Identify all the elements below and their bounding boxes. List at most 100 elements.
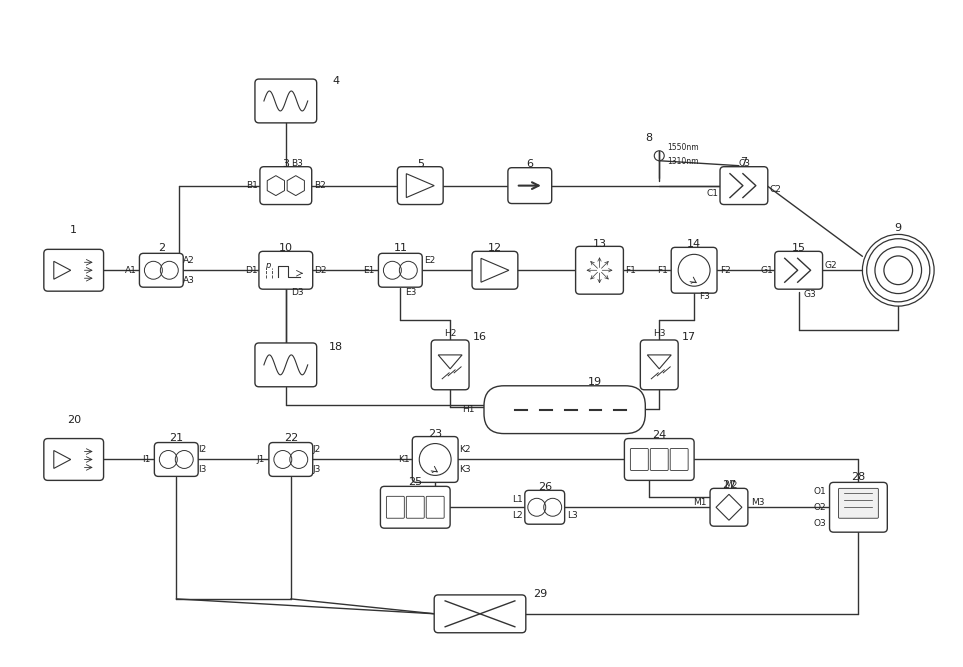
FancyBboxPatch shape <box>631 448 648 470</box>
Text: 1: 1 <box>70 225 77 235</box>
Text: 16: 16 <box>473 332 487 342</box>
FancyBboxPatch shape <box>398 167 443 205</box>
FancyBboxPatch shape <box>720 167 768 205</box>
FancyBboxPatch shape <box>44 249 104 291</box>
Text: p: p <box>265 261 271 269</box>
Text: 26: 26 <box>537 482 552 492</box>
FancyBboxPatch shape <box>650 448 668 470</box>
Text: O1: O1 <box>814 487 826 496</box>
Text: F3: F3 <box>699 291 710 301</box>
Text: I3: I3 <box>198 465 206 474</box>
Text: 13: 13 <box>592 239 607 249</box>
Text: 18: 18 <box>328 342 343 352</box>
FancyBboxPatch shape <box>829 482 887 532</box>
Text: I1: I1 <box>142 455 150 464</box>
Text: L2: L2 <box>512 511 523 520</box>
FancyBboxPatch shape <box>640 340 678 390</box>
FancyBboxPatch shape <box>44 439 104 480</box>
Text: 2: 2 <box>158 243 165 253</box>
Text: E3: E3 <box>405 287 417 297</box>
Text: B1: B1 <box>247 181 258 190</box>
Text: 3: 3 <box>282 159 289 169</box>
Text: K2: K2 <box>459 445 471 454</box>
Text: F2: F2 <box>720 265 731 275</box>
Text: F1: F1 <box>625 265 637 275</box>
FancyBboxPatch shape <box>380 486 450 528</box>
Text: 28: 28 <box>851 472 866 482</box>
Text: 6: 6 <box>527 159 534 169</box>
Text: G2: G2 <box>824 261 837 269</box>
Text: A3: A3 <box>183 275 195 285</box>
Text: 27: 27 <box>722 480 736 490</box>
Text: 5: 5 <box>417 159 424 169</box>
Text: 17: 17 <box>682 332 696 342</box>
Text: 10: 10 <box>279 243 293 253</box>
Text: C1: C1 <box>706 189 718 198</box>
Text: 8: 8 <box>646 133 653 143</box>
FancyBboxPatch shape <box>525 490 564 524</box>
FancyBboxPatch shape <box>670 448 689 470</box>
Text: D2: D2 <box>314 265 326 275</box>
Text: 20: 20 <box>66 415 81 425</box>
Text: L1: L1 <box>512 495 523 504</box>
Text: 1310nm: 1310nm <box>667 157 699 166</box>
Text: 11: 11 <box>393 243 407 253</box>
Text: K1: K1 <box>398 455 409 464</box>
Text: H3: H3 <box>653 329 665 338</box>
Text: 1550nm: 1550nm <box>667 143 699 152</box>
FancyBboxPatch shape <box>154 442 198 476</box>
FancyBboxPatch shape <box>434 595 526 633</box>
Text: 25: 25 <box>408 478 423 488</box>
Text: B2: B2 <box>314 181 325 190</box>
Text: 22: 22 <box>284 433 298 443</box>
Text: M3: M3 <box>751 498 765 507</box>
Text: H1: H1 <box>462 405 475 414</box>
FancyBboxPatch shape <box>260 167 312 205</box>
Text: 21: 21 <box>169 433 183 443</box>
Text: D3: D3 <box>291 287 303 297</box>
FancyBboxPatch shape <box>255 79 317 123</box>
Text: J3: J3 <box>313 465 321 474</box>
Text: M1: M1 <box>693 498 707 507</box>
Text: B3: B3 <box>291 159 302 168</box>
FancyBboxPatch shape <box>412 437 458 482</box>
FancyBboxPatch shape <box>508 167 552 203</box>
FancyBboxPatch shape <box>576 246 623 294</box>
FancyBboxPatch shape <box>472 251 518 289</box>
Text: 29: 29 <box>533 589 547 599</box>
Text: O3: O3 <box>814 519 826 528</box>
FancyBboxPatch shape <box>775 251 822 289</box>
FancyBboxPatch shape <box>140 253 183 287</box>
Text: 19: 19 <box>587 377 602 387</box>
FancyBboxPatch shape <box>386 496 404 518</box>
Text: A2: A2 <box>183 256 195 265</box>
Text: 9: 9 <box>895 223 901 233</box>
FancyBboxPatch shape <box>484 386 645 434</box>
FancyBboxPatch shape <box>269 442 313 476</box>
Text: J2: J2 <box>313 445 321 454</box>
FancyBboxPatch shape <box>427 496 444 518</box>
Text: J1: J1 <box>256 455 265 464</box>
Text: K3: K3 <box>459 465 471 474</box>
FancyBboxPatch shape <box>671 247 717 293</box>
FancyBboxPatch shape <box>839 488 878 518</box>
Text: 12: 12 <box>488 243 502 253</box>
Text: C2: C2 <box>769 185 782 194</box>
FancyBboxPatch shape <box>710 488 748 526</box>
Text: E1: E1 <box>363 265 375 275</box>
Text: G3: G3 <box>804 289 817 299</box>
Text: 14: 14 <box>687 239 701 249</box>
Text: 23: 23 <box>429 429 442 439</box>
Text: 24: 24 <box>652 430 666 440</box>
Text: O2: O2 <box>814 503 826 512</box>
Text: L3: L3 <box>566 511 578 520</box>
Text: E2: E2 <box>425 256 435 265</box>
Text: 15: 15 <box>792 243 806 253</box>
Text: C3: C3 <box>739 159 751 168</box>
FancyBboxPatch shape <box>431 340 469 390</box>
Text: D1: D1 <box>246 265 258 275</box>
FancyBboxPatch shape <box>255 343 317 387</box>
Text: M2: M2 <box>724 481 738 490</box>
Text: G1: G1 <box>760 265 772 275</box>
Text: 7: 7 <box>741 157 747 167</box>
